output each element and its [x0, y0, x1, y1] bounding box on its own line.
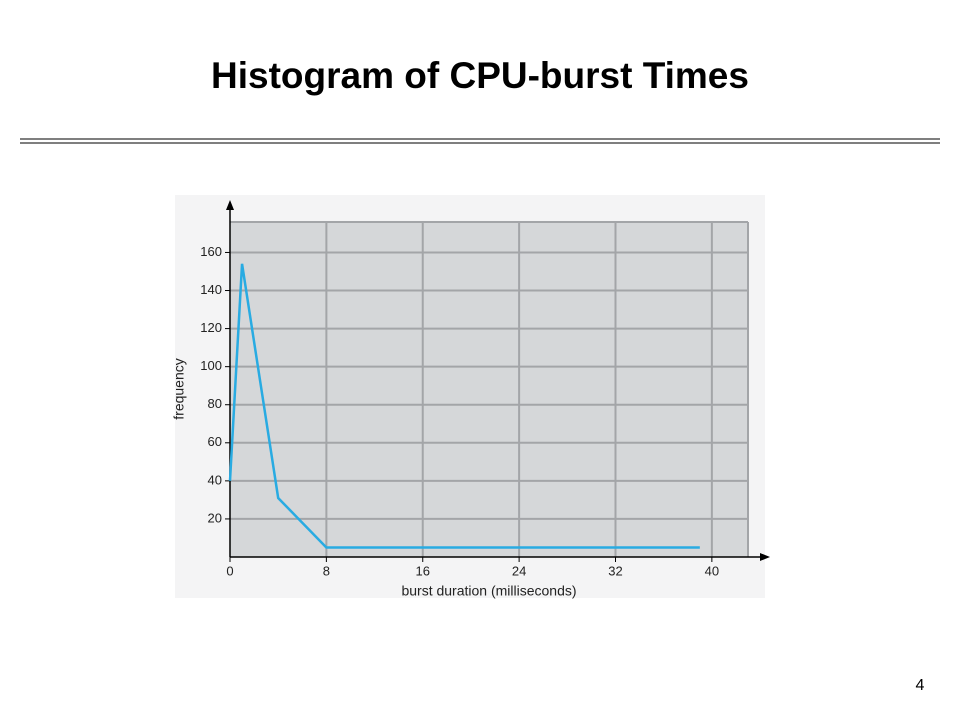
page-number: 4	[916, 677, 925, 694]
y-tick-label: 80	[208, 396, 222, 411]
x-tick-label: 24	[512, 563, 526, 578]
x-tick-label: 32	[608, 563, 622, 578]
x-axis-label: burst duration (milliseconds)	[401, 583, 576, 599]
y-tick-label: 40	[208, 472, 222, 487]
slide-title: Histogram of CPU-burst Times	[211, 55, 749, 96]
y-tick-label: 160	[200, 244, 222, 259]
y-tick-label: 100	[200, 358, 222, 373]
x-tick-label: 8	[323, 563, 330, 578]
y-axis-label: frequency	[171, 358, 187, 419]
y-tick-label: 20	[208, 510, 222, 525]
x-tick-label: 16	[416, 563, 430, 578]
x-tick-label: 0	[226, 563, 233, 578]
x-tick-label: 40	[705, 563, 719, 578]
grid	[230, 221, 749, 557]
y-tick-label: 140	[200, 282, 222, 297]
data-line	[228, 263, 700, 549]
x-axis-arrow	[760, 553, 770, 561]
y-axis-arrow	[226, 200, 234, 210]
y-tick-label: 120	[200, 320, 222, 335]
y-tick-label: 60	[208, 434, 222, 449]
plot-background	[230, 222, 748, 557]
